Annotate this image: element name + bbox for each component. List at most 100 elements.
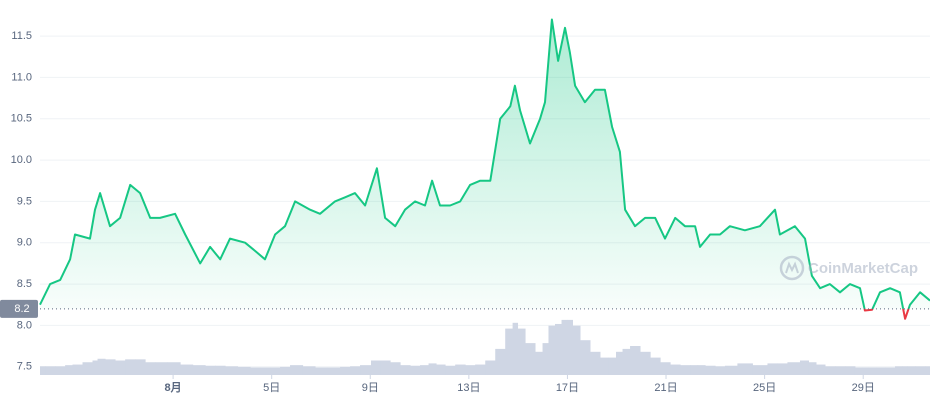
volume-bar xyxy=(548,325,556,375)
volume-bar xyxy=(436,364,446,375)
volume-bar xyxy=(410,365,421,375)
volume-bar xyxy=(340,366,351,375)
volume-bar xyxy=(915,366,926,375)
volume-bar xyxy=(542,343,549,375)
volume-bar xyxy=(55,366,66,375)
volume-bar xyxy=(517,328,526,375)
volume-bar xyxy=(327,367,341,375)
volume-bar xyxy=(630,346,641,375)
volume-bar xyxy=(737,363,753,375)
volume-bar xyxy=(290,365,304,375)
baseline-label: 8.2 xyxy=(14,303,29,315)
volume-bar xyxy=(45,366,56,375)
volume-bar xyxy=(92,360,99,375)
y-tick-label: 7.5 xyxy=(17,361,32,373)
axes: 7.5 8.0 8.5 9.0 9.5 10.0 10.5 11.0 11.5 8月 5日 9日 13日… xyxy=(0,30,930,394)
baseline-label-box xyxy=(0,299,38,318)
volume-bar xyxy=(360,365,372,375)
y-tick-label: 9.5 xyxy=(17,195,32,207)
volume-bar xyxy=(192,365,206,375)
volume-bar xyxy=(40,366,46,375)
volume-bar xyxy=(670,364,681,375)
volume-bar xyxy=(250,367,261,375)
x-tick-label: 17日 xyxy=(556,382,579,394)
volume-bar xyxy=(237,366,251,375)
volume-bar xyxy=(280,366,291,375)
x-tick-label: 8月 xyxy=(165,381,182,394)
volume-bar xyxy=(400,365,411,375)
volume-bar xyxy=(787,362,801,375)
volume xyxy=(40,319,930,375)
volume-bar xyxy=(475,364,486,375)
volume-bar xyxy=(315,367,329,375)
volume-bar xyxy=(215,365,226,375)
volume-bar xyxy=(808,362,817,375)
watermark: CoinMarketCap xyxy=(779,255,918,281)
y-tick-label: 10.0 xyxy=(11,154,32,166)
watermark-logo xyxy=(779,255,805,281)
volume-bar xyxy=(465,365,476,375)
volume-bar xyxy=(180,364,194,375)
x-tick-label: 9日 xyxy=(362,382,379,394)
watermark-logo-mark xyxy=(785,261,799,274)
volume-bar xyxy=(535,351,544,375)
volume-bar xyxy=(512,322,519,375)
volume-bar xyxy=(380,360,391,375)
volume-bar xyxy=(115,360,126,375)
volume-bar xyxy=(302,366,316,375)
volume-bar xyxy=(125,359,136,375)
x-tick-label: 5日 xyxy=(263,382,280,394)
volume-bar xyxy=(650,357,661,375)
volume-bar xyxy=(862,367,870,375)
volume-bar xyxy=(105,359,116,375)
volume-bar xyxy=(680,365,691,375)
volume-bar xyxy=(65,365,74,375)
volume-bar xyxy=(608,357,617,375)
volume-bar xyxy=(895,366,904,375)
volume-bar xyxy=(82,362,93,375)
volume-bar xyxy=(260,367,271,375)
volume-bar xyxy=(885,367,896,375)
volume-bar xyxy=(834,366,846,375)
y-tick-label: 10.5 xyxy=(11,113,32,125)
volume-bar xyxy=(135,359,146,375)
volume-bar xyxy=(690,365,699,375)
volume-bar xyxy=(155,362,169,375)
volume-bar xyxy=(902,366,909,375)
volume-bar xyxy=(622,348,631,375)
volume-bar xyxy=(167,362,181,375)
volume-bar xyxy=(599,357,609,375)
volume-bar xyxy=(925,366,930,375)
volume-bar xyxy=(350,366,361,375)
volume-bar xyxy=(825,366,836,375)
volume-bar xyxy=(205,365,216,375)
volume-bar xyxy=(844,366,856,375)
volume-bar xyxy=(715,366,726,375)
x-tick-label: 13日 xyxy=(457,382,480,394)
x-tick-label: 29日 xyxy=(852,382,875,394)
price-line xyxy=(39,18,930,309)
volume-bar xyxy=(145,362,156,375)
volume-bar xyxy=(270,367,281,375)
volume-bar xyxy=(554,323,563,375)
y-tick-label: 11.0 xyxy=(11,71,32,83)
volume-bar xyxy=(225,366,239,375)
volume-bar xyxy=(799,360,809,375)
volume-bar xyxy=(705,365,716,375)
volume-bar xyxy=(767,363,778,375)
y-tick-label: 8.0 xyxy=(17,319,32,331)
y-tick-label: 9.0 xyxy=(17,237,32,249)
price-area xyxy=(40,19,930,319)
volume-bar xyxy=(640,351,651,375)
volume-bar xyxy=(752,365,768,375)
plot xyxy=(39,18,930,320)
volume-bar xyxy=(876,367,886,375)
y-tick-label: 11.5 xyxy=(11,30,32,42)
volume-bar xyxy=(371,360,382,375)
volume-bar xyxy=(854,367,863,375)
volume-bar xyxy=(724,365,738,375)
volume-bar xyxy=(485,360,496,375)
volume-bar xyxy=(697,365,706,375)
volume-bar xyxy=(660,362,671,375)
